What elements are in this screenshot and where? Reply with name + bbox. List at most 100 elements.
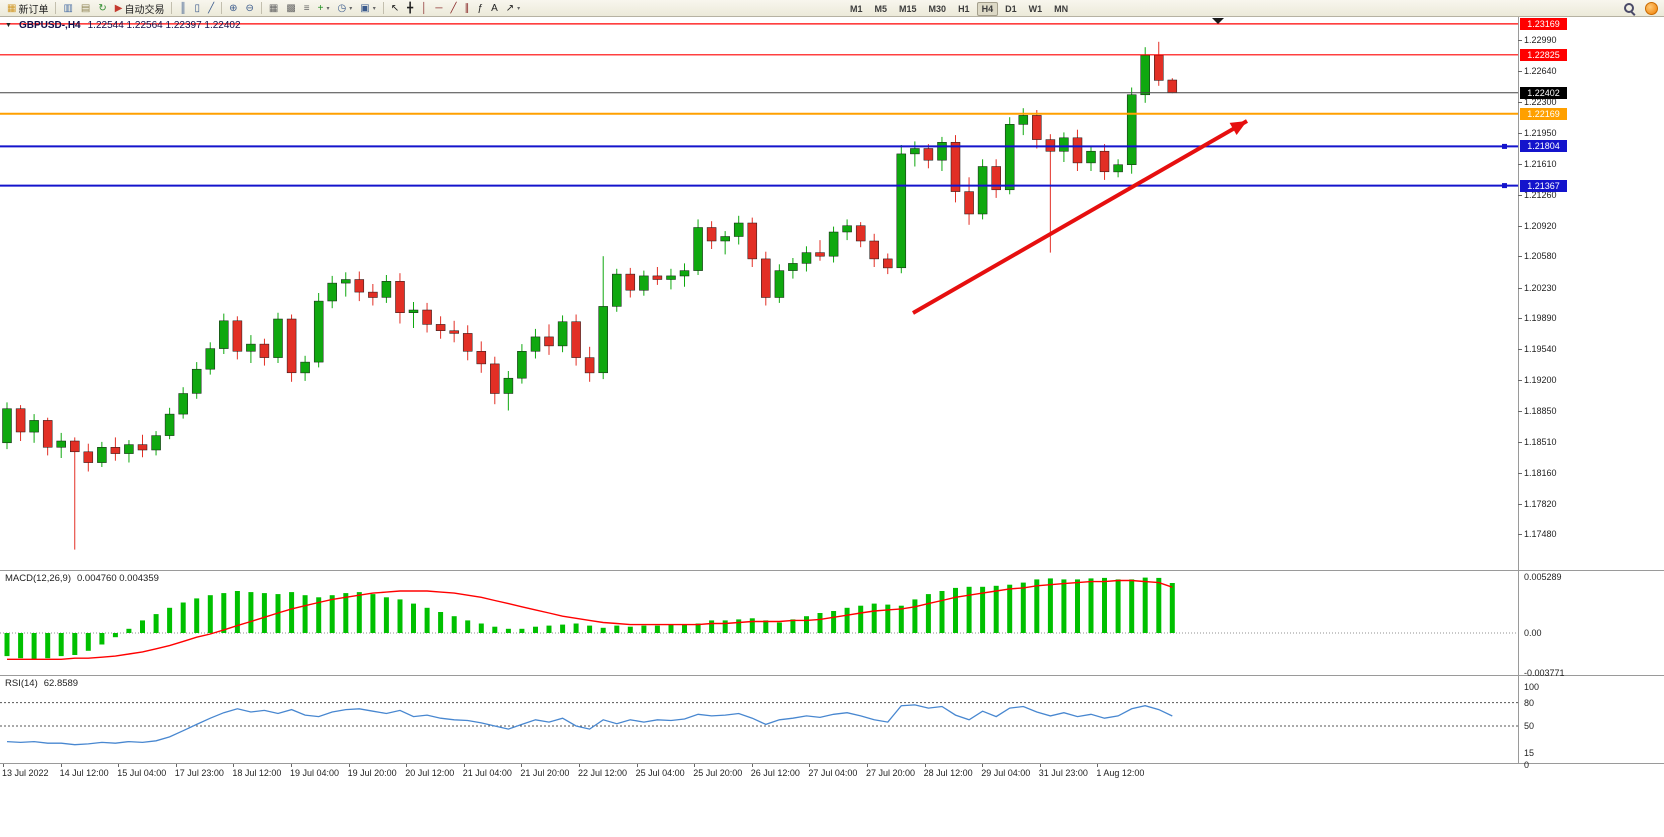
price-axis[interactable]: 1.22990 1.22640 1.22300 1.21950 1.21610 1.212… [1518,0,1664,837]
cascade-windows-icon: ▩ [286,2,296,14]
fibonacci-tool-button[interactable]: ƒ [475,1,487,16]
axis-tick [1518,195,1522,197]
arrows-tool-button[interactable]: ↗ ▾ [503,1,523,16]
crosshair-tool-button[interactable]: ╋ [404,1,416,16]
zoom-out-button[interactable]: ⊖ [242,1,256,16]
macd-bar [1047,578,1053,633]
line-handle[interactable] [1502,183,1507,189]
macd-bar [519,628,525,633]
macd-signal-line [7,579,1173,661]
timeframe-h4-button[interactable]: H4 [976,1,999,16]
channel-tool-icon: ∥ [464,2,470,14]
bull-candle [842,225,852,233]
price-tag[interactable]: 1.22402 [1520,86,1567,99]
tile-windows-button[interactable]: ▦ [266,1,281,16]
macd-bar [45,633,51,659]
timeframe-m5-button[interactable]: M5 [874,3,888,14]
toolbar-buttons: ▦ 新订单 ▥ ▤ ↻ ▶ 自动交易 ║ ▯ ╱ ⊕ ⊖ ▦ ▩ ≡ + ▾ ◷ ▾ ▣ ▾ ↖ ╋ │ ─ ╱ ∥ ƒ A ↗ ▾ [3,0,524,16]
macd-bar [817,613,823,633]
time-axis[interactable]: 13 Jul 2022 14 Jul 12:00 15 Jul 04:00 17 Ju… [0,764,1518,784]
new-order-button-label: 新订单 [18,4,49,16]
timeframe-m1-button[interactable]: M1 [850,3,863,14]
price-chart[interactable] [0,17,1518,570]
bear-candle [950,142,961,192]
bear-candle [923,148,934,161]
macd-chart[interactable] [0,570,1518,675]
bull-candle [937,142,947,161]
time-scale-label: 15 Jul 04:00 [117,768,167,778]
candlestick-chart-type-button[interactable]: ▯ [192,1,204,16]
macd-bar [1169,583,1175,633]
search-icon[interactable] [1623,2,1636,15]
price-tag[interactable]: 1.21367 [1520,179,1567,192]
bear-candle [83,451,94,463]
timeframe-m15-button[interactable]: M15 [899,3,917,14]
price-scale-label: 1.20920 [1524,220,1557,231]
bear-candle [883,258,893,269]
timeframe-m30-button[interactable]: M30 [928,3,947,14]
macd-bar [465,620,471,633]
template-button[interactable]: ▣ ▾ [357,1,378,16]
bull-candle [720,236,730,242]
timeframe-h1-button[interactable]: H1 [958,3,970,14]
toolbar-separator [55,2,57,14]
price-tag[interactable]: 1.21804 [1520,140,1567,153]
symbol-list-toggle-icon[interactable]: ▼ [5,22,12,29]
cascade-windows-button[interactable]: ▩ [283,1,298,16]
new-order-button[interactable]: ▦ 新订单 [4,1,51,16]
add-indicator-button[interactable]: + ▾ [315,1,333,16]
timeframe-w1-button[interactable]: W1 [1028,3,1043,14]
panel-separator[interactable] [0,570,1664,571]
axis-tick [1518,71,1522,73]
text-tool-button[interactable]: A [488,1,501,16]
vertical-line-tool-button[interactable]: │ [418,1,430,16]
rsi-scale-label: 15 [1524,748,1535,759]
refresh-button[interactable]: ↻ [95,1,109,16]
bull-candle [1059,137,1069,152]
trendline-tool-button[interactable]: ╱ [447,1,459,16]
horizontal-line-tool-button[interactable]: ─ [432,1,445,16]
timeframe-d1-button[interactable]: D1 [1005,3,1017,14]
price-tag[interactable]: 1.22169 [1520,107,1567,120]
bull-candle [733,222,744,237]
trend-arrow-line[interactable] [912,119,1248,315]
charts-button[interactable]: ▥ [60,1,75,16]
arrows-tool-icon: ↗ [505,2,515,14]
axis-tick [1039,764,1041,767]
period-icon: ◷ [337,2,347,14]
bull-candle [246,343,256,352]
time-scale-label: 18 Jul 12:00 [232,768,282,778]
toolbar-right [1623,2,1658,15]
profiles-button[interactable]: ▤ [78,1,93,16]
price-tag[interactable]: 1.22825 [1520,48,1567,61]
channel-tool-button[interactable]: ∥ [462,1,473,16]
macd-bar [1061,579,1067,633]
auto-arrange-button[interactable]: ≡ [301,1,313,16]
macd-bar [587,625,593,633]
line-handle[interactable] [1502,143,1507,149]
period-button[interactable]: ◷ ▾ [334,1,355,16]
autotrading-button[interactable]: ▶ 自动交易 [112,1,168,16]
bull-candle [1140,55,1150,96]
price-tag[interactable]: 1.23169 [1520,17,1567,30]
panel-separator[interactable] [0,675,1664,676]
notification-icon[interactable] [1645,2,1658,15]
timeframe-mn-button[interactable]: MN [1054,3,1069,14]
macd-bar [261,593,267,633]
bull-candle [56,440,66,448]
bull-candle [1113,164,1123,173]
bar-chart-type-button[interactable]: ║ [176,1,189,16]
zoom-in-button[interactable]: ⊕ [226,1,240,16]
macd-bar [424,607,430,633]
macd-bar [980,586,986,633]
bear-candle [991,166,1001,191]
macd-scale-label: -0.003771 [1524,667,1565,678]
axis-tick [1518,40,1522,41]
bear-candle [15,408,26,433]
cursor-tool-button[interactable]: ↖ [388,1,402,16]
rsi-chart[interactable] [0,675,1518,763]
time-scale-label: 27 Jul 04:00 [808,768,858,778]
bull-candle [191,368,202,394]
line-chart-type-button[interactable]: ╱ [205,1,217,16]
bull-candle [327,282,337,302]
